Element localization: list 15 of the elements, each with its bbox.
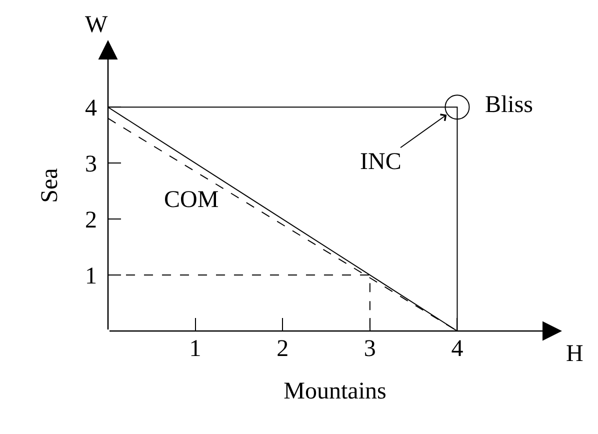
annotation: COM (164, 187, 219, 213)
y-tick-label: 4 (85, 96, 97, 122)
y-tick-label: 3 (85, 152, 97, 178)
x-axis-title: Mountains (284, 378, 386, 404)
annotation: Bliss (485, 92, 534, 118)
x-tick-label: 1 (189, 336, 202, 362)
text: W (85, 12, 108, 38)
y-tick-label: 1 (85, 263, 97, 290)
text: H (566, 341, 584, 367)
y-axis-title: Sea (37, 168, 64, 203)
x-tick-label: 2 (276, 336, 289, 362)
annotation: INC (360, 149, 402, 175)
y-tick-label: 2 (85, 207, 97, 234)
x-tick-label: 4 (451, 336, 464, 362)
x-tick-label: 3 (364, 336, 376, 362)
